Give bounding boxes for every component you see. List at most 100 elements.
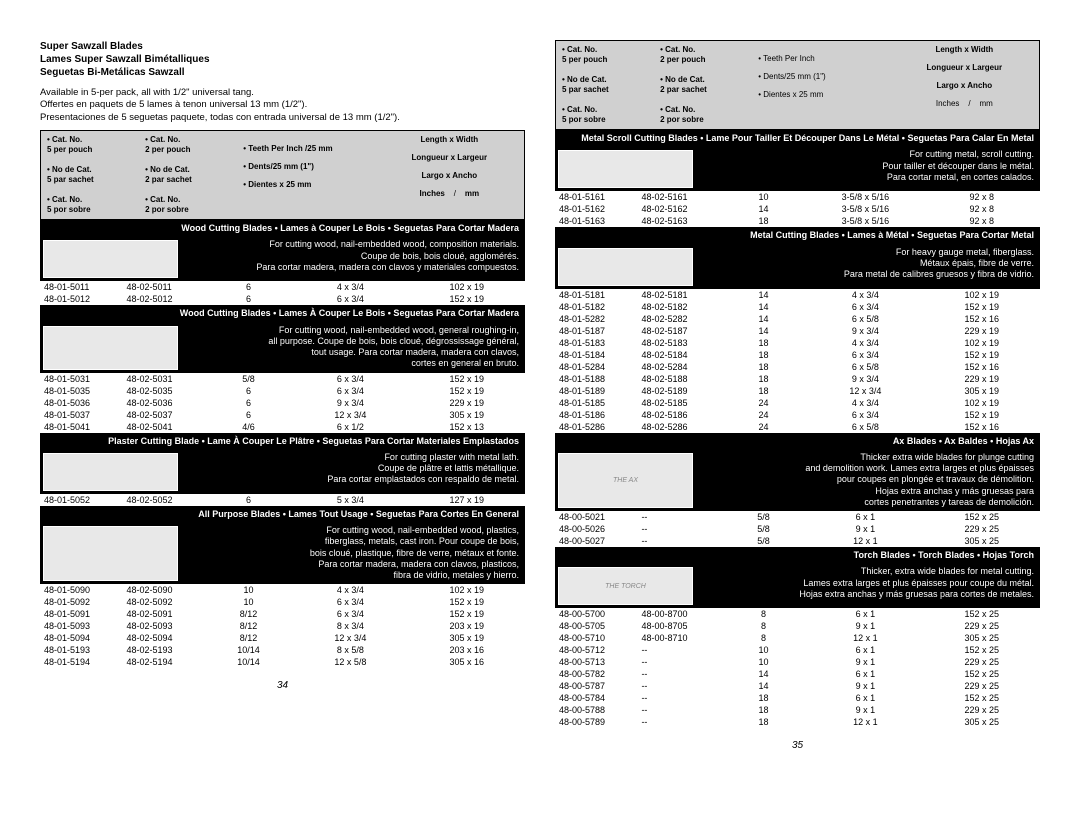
blade-image (43, 326, 178, 370)
table-row: 48-01-518948-02-51891812 x 3/4305 x 19 (555, 385, 1040, 397)
table-cell: 8/12 (205, 620, 292, 632)
table-row: 48-01-519348-02-519310/148 x 5/8203 x 16 (40, 644, 525, 656)
table-cell: 9 x 1 (807, 523, 923, 535)
table-row: 48-01-518648-02-5186246 x 3/4152 x 19 (555, 409, 1040, 421)
table-cell: 229 x 25 (924, 680, 1040, 692)
table-cell: 305 x 16 (409, 656, 525, 668)
section-plaster-desc: For cutting plaster with metal lath. Cou… (182, 450, 525, 494)
table-cell: 10 (720, 644, 807, 656)
section-torch-table: 48-00-570048-00-870086 x 1152 x 2548-00-… (555, 608, 1040, 728)
table-cell: 48-01-5041 (40, 421, 122, 433)
table-row: 48-01-518848-02-5188189 x 3/4229 x 19 (555, 373, 1040, 385)
table-cell: 92 x 8 (924, 215, 1040, 227)
hdr-col-cat2: Cat. No. 2 per pouch No de Cat. 2 par sa… (660, 45, 758, 125)
table-cell: 48-02-5286 (637, 421, 719, 433)
table-cell: 48-01-5031 (40, 373, 122, 385)
table-cell: 152 x 25 (924, 668, 1040, 680)
table-cell: -- (637, 523, 719, 535)
table-cell: 48-02-5181 (637, 289, 719, 301)
table-row: 48-01-518348-02-5183184 x 3/4102 x 19 (555, 337, 1040, 349)
table-row: 48-01-501248-02-501266 x 3/4152 x 19 (40, 293, 525, 305)
table-cell: 48-01-5162 (555, 203, 637, 215)
table-cell: 102 x 19 (924, 289, 1040, 301)
page-number-left: 34 (40, 680, 525, 691)
table-cell: 152 x 19 (409, 596, 525, 608)
table-row: 48-01-516248-02-5162143-5/8 x 5/1692 x 8 (555, 203, 1040, 215)
hdr-col-tpi: Teeth Per Inch Dents/25 mm (1") Dientes … (758, 45, 895, 125)
table-cell: 14 (720, 680, 807, 692)
blade-image (43, 240, 178, 278)
table-row: 48-00-5789--1812 x 1305 x 25 (555, 716, 1040, 728)
table-row: 48-00-571048-00-8710812 x 1305 x 25 (555, 632, 1040, 644)
table-cell: 6 x 1/2 (292, 421, 408, 433)
table-cell: 48-01-5284 (555, 361, 637, 373)
table-cell: 8 (720, 608, 807, 620)
section-metal-table: 48-01-518148-02-5181144 x 3/4102 x 1948-… (555, 289, 1040, 433)
section-scroll-strip: For cutting metal, scroll cutting. Pour … (555, 147, 1040, 191)
table-cell: 6 (205, 397, 292, 409)
table-row: 48-00-5026--5/89 x 1229 x 25 (555, 523, 1040, 535)
section-wood2-desc: For cutting wood, nail-embedded wood, ge… (182, 323, 525, 373)
table-cell: 48-02-5012 (122, 293, 204, 305)
section-ax-title: Ax Blades • Ax Baldes • Hojas Ax (555, 433, 1040, 450)
table-cell: 3-5/8 x 5/16 (807, 203, 923, 215)
table-row: 48-00-5782--146 x 1152 x 25 (555, 668, 1040, 680)
table-row: 48-00-5788--189 x 1229 x 25 (555, 704, 1040, 716)
table-cell: 6 x 3/4 (292, 596, 408, 608)
table-cell: 48-00-5027 (555, 535, 637, 547)
table-cell: 8 (720, 620, 807, 632)
table-cell: -- (637, 644, 719, 656)
hdr-col-cat5: Cat. No. 5 per pouch No de Cat. 5 par sa… (562, 45, 660, 125)
table-row: 48-01-519448-02-519410/1412 x 5/8305 x 1… (40, 656, 525, 668)
table-cell: 48-01-5286 (555, 421, 637, 433)
table-cell: 48-01-5193 (40, 644, 122, 656)
table-cell: 6 x 3/4 (292, 293, 408, 305)
table-cell: -- (637, 668, 719, 680)
section-ax-table: 48-00-5021--5/86 x 1152 x 2548-00-5026--… (555, 511, 1040, 547)
table-cell: 48-02-5031 (122, 373, 204, 385)
table-cell: 6 x 5/8 (807, 313, 923, 325)
table-cell: 48-00-5700 (555, 608, 637, 620)
table-row: 48-01-503148-02-50315/86 x 3/4152 x 19 (40, 373, 525, 385)
table-cell: 48-01-5183 (555, 337, 637, 349)
table-cell: 48-02-5092 (122, 596, 204, 608)
table-cell: 102 x 19 (924, 337, 1040, 349)
table-row: 48-00-5713--109 x 1229 x 25 (555, 656, 1040, 668)
table-cell: 48-00-5787 (555, 680, 637, 692)
section-metal-title: Metal Cutting Blades • Lames à Métal • S… (555, 227, 1040, 244)
table-cell: 48-02-5094 (122, 632, 204, 644)
table-row: 48-01-518248-02-5182146 x 3/4152 x 19 (555, 301, 1040, 313)
table-cell: 203 x 19 (409, 620, 525, 632)
table-cell: 48-00-5788 (555, 704, 637, 716)
table-cell: 92 x 8 (924, 203, 1040, 215)
intro-fr: Offertes en paquets de 5 lames à tenon u… (40, 99, 525, 111)
table-cell: 6 x 3/4 (292, 608, 408, 620)
table-cell: 6 (205, 293, 292, 305)
table-cell: 10/14 (205, 656, 292, 668)
table-cell: 48-02-5193 (122, 644, 204, 656)
table-cell: 48-00-5782 (555, 668, 637, 680)
table-cell: 24 (720, 421, 807, 433)
table-cell: 6 x 3/4 (292, 385, 408, 397)
table-cell: 10 (205, 584, 292, 596)
table-row: 48-01-503748-02-5037612 x 3/4305 x 19 (40, 409, 525, 421)
column-header-left: Cat. No. 5 per pouch No de Cat. 5 par sa… (40, 130, 525, 220)
blade-image: THE AX (558, 453, 693, 508)
page-right: Cat. No. 5 per pouch No de Cat. 5 par sa… (555, 40, 1040, 751)
table-cell: 6 x 3/4 (807, 349, 923, 361)
section-wood2-strip: For cutting wood, nail-embedded wood, ge… (40, 323, 525, 373)
table-cell: 18 (720, 716, 807, 728)
table-cell: 48-01-5161 (555, 191, 637, 203)
table-cell: 18 (720, 692, 807, 704)
section-scroll-table: 48-01-516148-02-5161103-5/8 x 5/1692 x 8… (555, 191, 1040, 227)
table-cell: 24 (720, 409, 807, 421)
table-cell: 48-01-5092 (40, 596, 122, 608)
table-row: 48-00-5021--5/86 x 1152 x 25 (555, 511, 1040, 523)
table-cell: 10 (720, 191, 807, 203)
table-cell: 4 x 3/4 (807, 397, 923, 409)
table-cell: 48-02-5161 (637, 191, 719, 203)
section-metal-desc: For heavy gauge metal, fiberglass. Métau… (697, 245, 1040, 289)
table-cell: 12 x 3/4 (807, 385, 923, 397)
table-cell: 18 (720, 337, 807, 349)
table-cell: 48-01-5091 (40, 608, 122, 620)
